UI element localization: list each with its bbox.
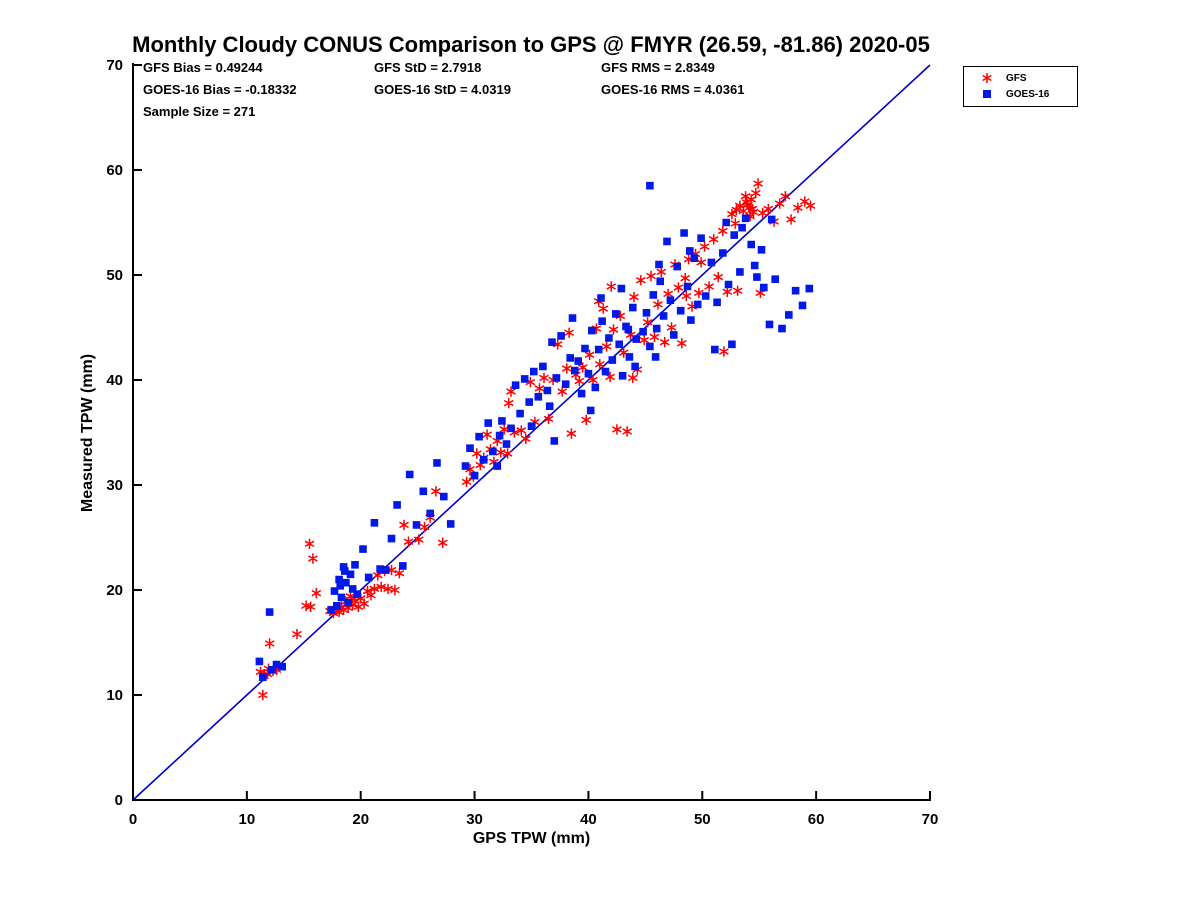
y-tick-label: 20 bbox=[106, 582, 123, 599]
x-tick-label: 50 bbox=[694, 811, 711, 828]
x-axis-label: GPS TPW (mm) bbox=[472, 830, 591, 847]
legend-label: GFS bbox=[1006, 72, 1027, 84]
y-tick-label: 10 bbox=[106, 687, 123, 704]
x-tick-label: 10 bbox=[239, 811, 256, 828]
stat-goes16-rms: GOES-16 RMS = 4.0361 bbox=[601, 82, 745, 97]
legend-box: GFS GOES-16 bbox=[963, 66, 1078, 107]
chart-title: Monthly Cloudy CONUS Comparison to GPS @… bbox=[132, 32, 930, 57]
stat-gfs-bias: GFS Bias = 0.49244 bbox=[143, 60, 263, 75]
y-tick-label: 60 bbox=[106, 162, 123, 179]
stat-gfs-rms: GFS RMS = 2.8349 bbox=[601, 60, 715, 75]
scatter-goes-16 bbox=[255, 181, 814, 681]
legend-item: GOES-16 bbox=[964, 86, 1077, 102]
y-axis-label: Measured TPW (mm) bbox=[79, 353, 96, 513]
x-tick-label: 70 bbox=[922, 811, 939, 828]
stat-goes16-std: GOES-16 StD = 4.0319 bbox=[374, 82, 511, 97]
x-tick-label: 0 bbox=[129, 811, 137, 828]
stat-sample-size: Sample Size = 271 bbox=[143, 104, 256, 119]
x-tick-label: 60 bbox=[808, 811, 825, 828]
y-tick-label: 70 bbox=[106, 57, 123, 74]
asterisk-marker-icon bbox=[974, 71, 1000, 85]
identity-line bbox=[132, 64, 931, 801]
x-tick-label: 40 bbox=[580, 811, 597, 828]
scatter-gfs bbox=[255, 178, 816, 701]
square-marker-icon bbox=[974, 87, 1000, 101]
x-tick-label: 20 bbox=[352, 811, 369, 828]
y-tick-label: 30 bbox=[106, 477, 123, 494]
stat-goes16-bias: GOES-16 Bias = -0.18332 bbox=[143, 82, 297, 97]
y-tick-label: 0 bbox=[115, 792, 123, 809]
y-tick-label: 50 bbox=[106, 267, 123, 284]
x-tick-label: 30 bbox=[466, 811, 483, 828]
legend-label: GOES-16 bbox=[1006, 88, 1050, 100]
legend-item: GFS bbox=[964, 70, 1077, 86]
y-tick-label: 40 bbox=[106, 372, 123, 389]
stat-gfs-std: GFS StD = 2.7918 bbox=[374, 60, 482, 75]
